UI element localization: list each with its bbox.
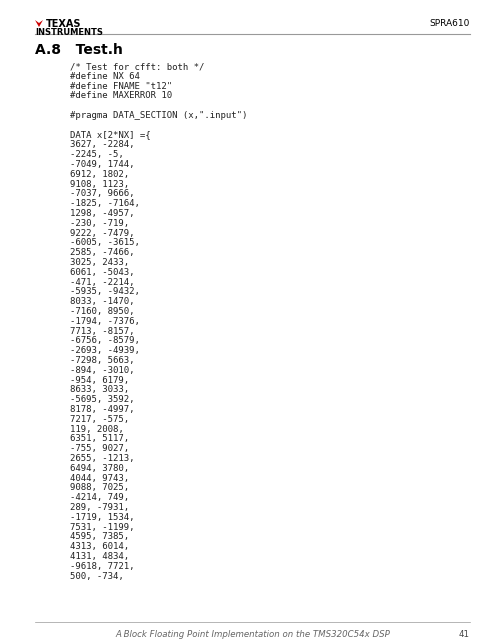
Text: #define FNAME "t12": #define FNAME "t12" [70,81,172,91]
Text: 8633, 3033,: 8633, 3033, [70,385,129,394]
Text: A.8   Test.h: A.8 Test.h [35,43,123,57]
Text: -1825, -7164,: -1825, -7164, [70,199,140,208]
Text: DATA x[2*NX] ={: DATA x[2*NX] ={ [70,131,150,140]
Text: 289, -7931,: 289, -7931, [70,503,129,512]
Text: 8178, -4997,: 8178, -4997, [70,405,135,414]
Text: 4044, 9743,: 4044, 9743, [70,474,129,483]
Text: -7160, 8950,: -7160, 8950, [70,307,135,316]
Text: -2245, -5,: -2245, -5, [70,150,124,159]
Text: #pragma DATA_SECTION (x,".input"): #pragma DATA_SECTION (x,".input") [70,111,247,120]
Text: -7049, 1744,: -7049, 1744, [70,160,135,169]
Text: #define NX 64: #define NX 64 [70,72,140,81]
Text: 9108, 1123,: 9108, 1123, [70,180,129,189]
Text: -755, 9027,: -755, 9027, [70,444,129,453]
Text: 9088, 7025,: 9088, 7025, [70,483,129,492]
Text: /* Test for cfft: both */: /* Test for cfft: both */ [70,62,204,71]
Text: 3627, -2284,: 3627, -2284, [70,140,135,149]
Text: INSTRUMENTS: INSTRUMENTS [35,28,103,37]
Text: SPRA610: SPRA610 [430,19,470,28]
Text: TEXAS: TEXAS [46,19,82,29]
Text: -1719, 1534,: -1719, 1534, [70,513,135,522]
Text: -2693, -4939,: -2693, -4939, [70,346,140,355]
Text: 2585, -7466,: 2585, -7466, [70,248,135,257]
Text: -7037, 9666,: -7037, 9666, [70,189,135,198]
Text: -4214, 749,: -4214, 749, [70,493,129,502]
Text: 8033, -1470,: 8033, -1470, [70,297,135,306]
Text: 3025, 2433,: 3025, 2433, [70,258,129,267]
Polygon shape [35,20,43,27]
Text: 6061, -5043,: 6061, -5043, [70,268,135,276]
Text: A Block Floating Point Implementation on the TMS320C54x DSP: A Block Floating Point Implementation on… [115,630,390,639]
Text: -471, -2214,: -471, -2214, [70,278,135,287]
Text: -954, 6179,: -954, 6179, [70,376,129,385]
Text: 41: 41 [459,630,470,639]
Text: 6351, 5117,: 6351, 5117, [70,435,129,444]
Text: 1298, -4957,: 1298, -4957, [70,209,135,218]
Text: -6756, -8579,: -6756, -8579, [70,337,140,346]
Text: -894, -3010,: -894, -3010, [70,366,135,375]
Text: -9618, 7721,: -9618, 7721, [70,562,135,571]
Text: 2655, -1213,: 2655, -1213, [70,454,135,463]
Text: 6912, 1802,: 6912, 1802, [70,170,129,179]
Text: 9222, -7479,: 9222, -7479, [70,228,135,237]
Text: 119, 2008,: 119, 2008, [70,424,124,434]
Text: -6005, -3615,: -6005, -3615, [70,238,140,248]
Text: -1794, -7376,: -1794, -7376, [70,317,140,326]
Text: -230, -719,: -230, -719, [70,219,129,228]
Text: 4595, 7385,: 4595, 7385, [70,532,129,541]
Text: -5695, 3592,: -5695, 3592, [70,396,135,404]
Text: 7531, -1199,: 7531, -1199, [70,523,135,532]
Text: 4131, 4834,: 4131, 4834, [70,552,129,561]
Text: 7217, -575,: 7217, -575, [70,415,129,424]
Text: 4313, 6014,: 4313, 6014, [70,542,129,551]
Text: 6494, 3780,: 6494, 3780, [70,464,129,473]
Text: 500, -734,: 500, -734, [70,572,124,580]
Text: #define MAXERROR 10: #define MAXERROR 10 [70,92,172,100]
Text: 7713, -8157,: 7713, -8157, [70,326,135,335]
Text: -7298, 5663,: -7298, 5663, [70,356,135,365]
Text: -5935, -9432,: -5935, -9432, [70,287,140,296]
